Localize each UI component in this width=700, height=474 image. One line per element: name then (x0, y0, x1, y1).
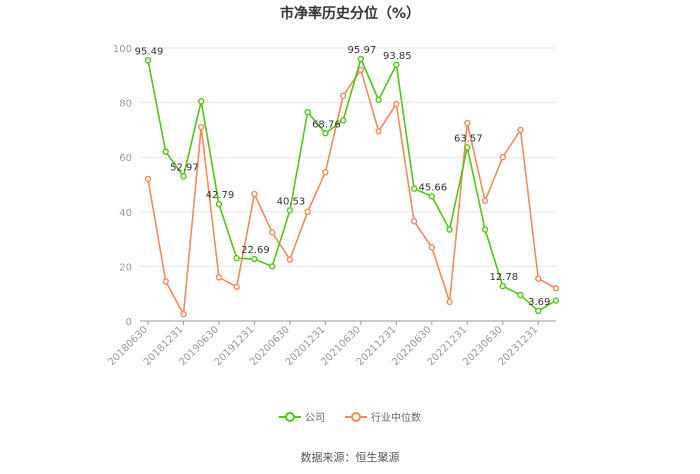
point-industry-median (198, 123, 205, 131)
point-industry-median (410, 218, 418, 225)
data-label-company: 68.76 (312, 119, 341, 130)
point-industry-median (499, 153, 506, 161)
y-tick-label: 60 (119, 153, 132, 164)
point-company (251, 255, 258, 263)
data-label-company: 12.78 (489, 272, 518, 283)
point-company (180, 173, 187, 180)
point-company (552, 297, 560, 304)
legend-swatch-company (279, 411, 301, 422)
point-industry-median (481, 197, 489, 205)
point-company (215, 200, 223, 208)
point-company (446, 226, 453, 233)
point-industry-median (446, 298, 453, 306)
data-label-company: 63.57 (454, 133, 483, 144)
point-company (410, 185, 418, 192)
point-company (268, 263, 276, 270)
point-industry-median (304, 208, 311, 216)
data-label-company: 52.97 (170, 162, 199, 173)
point-company (535, 307, 542, 315)
point-company (286, 207, 294, 214)
point-company (339, 117, 347, 124)
axes: 0204060801002018063020181231201906302019… (106, 44, 556, 368)
data-label-company: 95.97 (348, 45, 377, 56)
series-layer (144, 55, 560, 318)
y-tick-label: 0 (126, 317, 132, 328)
point-industry-median (286, 256, 294, 263)
point-company (464, 144, 471, 151)
point-industry-median (180, 310, 187, 318)
data-label-company: 3.69 (528, 297, 550, 308)
point-company (393, 61, 400, 68)
point-company (304, 108, 311, 116)
point-industry-median (375, 128, 382, 135)
point-company (233, 255, 240, 262)
data-label-company: 45.66 (419, 182, 448, 193)
point-company (322, 130, 329, 137)
point-company (517, 291, 524, 299)
point-company (375, 96, 382, 104)
point-industry-median (215, 274, 223, 281)
data-label-company: 42.79 (206, 190, 235, 201)
point-industry-median (517, 126, 524, 134)
point-company (428, 193, 436, 200)
point-industry-median (144, 175, 152, 183)
data-label-company: 40.53 (277, 196, 306, 207)
point-company (162, 148, 169, 155)
point-industry-median (428, 244, 436, 251)
legend-label-company: 公司 (305, 413, 325, 424)
legend-swatch-industry-median (345, 411, 367, 422)
legend-item-company[interactable]: 公司 (279, 409, 325, 424)
point-industry-median (251, 190, 258, 198)
chart-title: 市净率历史分位（%） (279, 6, 421, 22)
grid-lines (140, 47, 556, 267)
point-industry-median (162, 278, 169, 285)
y-tick-label: 80 (119, 99, 132, 110)
point-company (198, 98, 205, 105)
y-tick-label: 20 (119, 262, 132, 273)
point-industry-median (339, 92, 347, 99)
point-company (499, 282, 506, 290)
line-chart: 0204060801002018063020181231201906302019… (106, 44, 560, 368)
point-industry-median (535, 275, 542, 282)
data-labels: 95.49 52.97 42.79 22.69 40.53 68.76 95.97 93.85… (135, 45, 551, 308)
point-company (357, 55, 365, 63)
data-label-company: 22.69 (241, 245, 270, 256)
point-industry-median (322, 169, 329, 176)
data-label-company: 93.85 (383, 51, 412, 62)
legend-label-industry-median: 行业中位数 (371, 413, 421, 424)
point-industry-median (552, 285, 560, 292)
y-tick-label: 40 (119, 208, 132, 219)
series-line-industry-median (147, 69, 557, 315)
point-company (481, 226, 489, 233)
y-tick-label: 100 (113, 44, 132, 55)
point-industry-median (233, 283, 240, 291)
point-company (144, 57, 152, 64)
point-industry-median (464, 119, 471, 127)
legend-item-industry-median[interactable]: 行业中位数 (345, 409, 421, 424)
point-industry-median (393, 100, 400, 108)
legend: 公司 行业中位数 (0, 409, 700, 424)
series-line-company (147, 58, 557, 312)
point-industry-median (268, 229, 276, 236)
data-label-company: 95.49 (135, 46, 164, 57)
point-industry-median (357, 66, 365, 74)
data-source: 数据来源：恒生聚源 (300, 451, 400, 464)
